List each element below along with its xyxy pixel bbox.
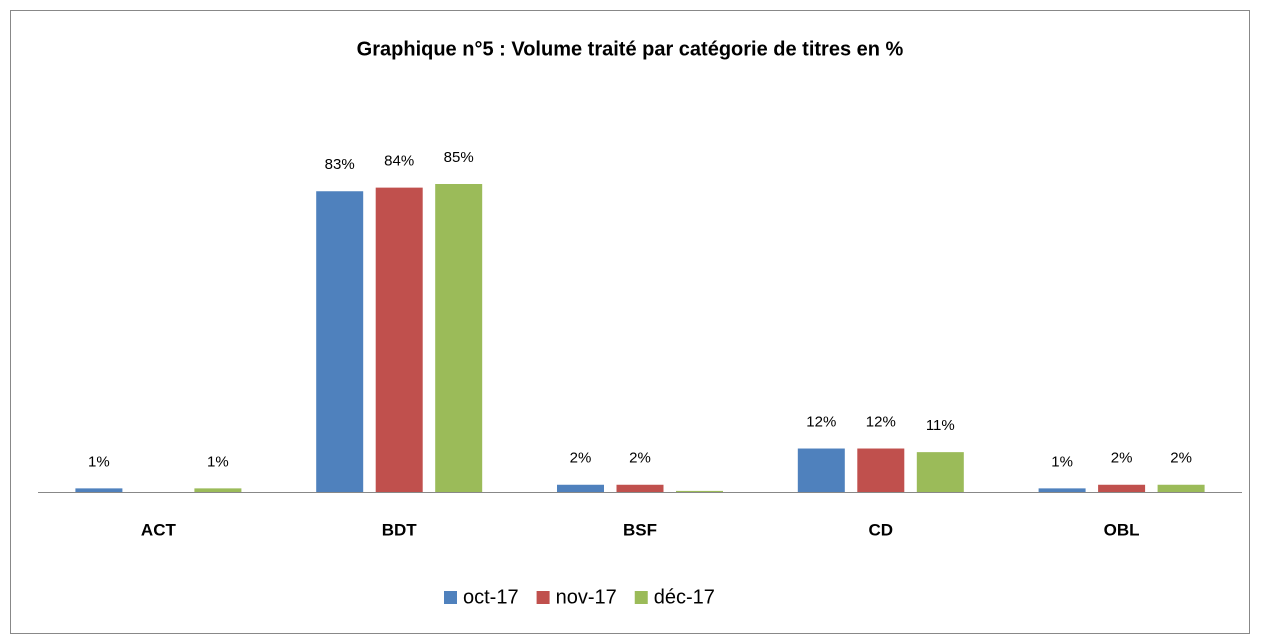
data-label: 2% [1170, 450, 1192, 467]
chart-title: Graphique n°5 : Volume traité par catégo… [357, 38, 904, 60]
bar [435, 184, 483, 492]
legend-swatch [634, 591, 648, 604]
bar [676, 490, 723, 492]
bar [375, 187, 423, 492]
data-label: 2% [1111, 450, 1133, 467]
chart-border [10, 10, 1250, 634]
data-label: 1% [207, 453, 229, 470]
data-label: 12% [806, 413, 836, 430]
bar [1038, 488, 1086, 492]
data-label: 2% [629, 450, 651, 467]
x-tick-label: BDT [382, 520, 418, 539]
legend-swatch [444, 591, 457, 604]
x-tick-label: ACT [141, 520, 177, 539]
data-label: 1% [88, 453, 110, 470]
bar [1157, 484, 1205, 492]
bar [797, 448, 845, 492]
bar [75, 488, 123, 492]
legend-label: déc-17 [654, 586, 715, 608]
bar [316, 191, 364, 492]
x-tick-label: BSF [623, 520, 657, 539]
legend-label: nov-17 [556, 586, 617, 608]
data-label: 85% [444, 149, 474, 166]
legend-label: oct-17 [463, 586, 519, 608]
bar [616, 484, 664, 492]
data-label: 83% [325, 156, 355, 173]
bar [857, 448, 905, 492]
data-label: 1% [1051, 453, 1073, 470]
legend-swatch [536, 591, 550, 604]
data-label: 84% [384, 153, 414, 170]
data-label: 12% [866, 413, 896, 430]
bar [1098, 484, 1146, 492]
x-tick-label: OBL [1104, 520, 1140, 539]
data-label: 2% [570, 450, 592, 467]
bar [194, 488, 242, 492]
data-label: 11% [926, 417, 955, 434]
bar [557, 484, 604, 492]
x-tick-label: CD [869, 520, 894, 539]
bar [916, 452, 964, 492]
